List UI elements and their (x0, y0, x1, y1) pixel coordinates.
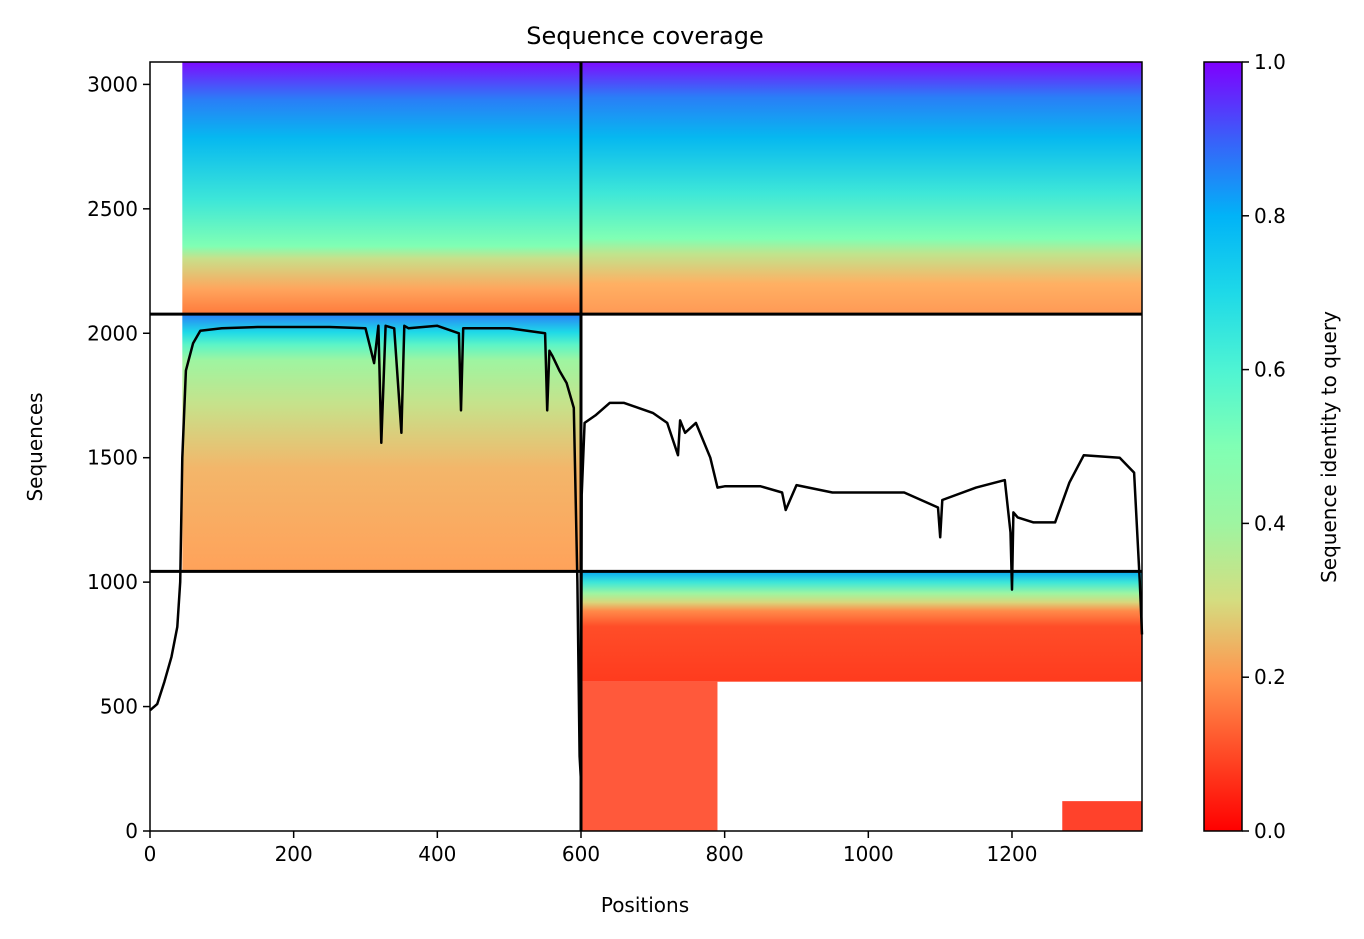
colorbar-tick-label: 0.4 (1254, 511, 1286, 535)
plot-frame (149, 61, 1143, 832)
colorbar-label: Sequence identity to query (1317, 311, 1341, 583)
x-tick-label: 0 (144, 842, 157, 866)
colorbar-gradient (1203, 61, 1243, 832)
x-tick-label: 1000 (843, 842, 894, 866)
heatmap-block-sparse (1062, 801, 1142, 831)
x-tick-label: 200 (275, 842, 313, 866)
heatmap-block (580, 571, 1142, 682)
plot-area (149, 62, 1144, 831)
y-tick-label: 2000 (87, 321, 138, 345)
colorbar-tick-label: 1.0 (1254, 50, 1286, 74)
heatmap-block-sparse (580, 681, 718, 831)
x-tick-label: 1200 (987, 842, 1038, 866)
heatmap-block (580, 62, 1142, 315)
colorbar-tick-label: 0.0 (1254, 819, 1286, 843)
heatmap-block (182, 62, 581, 315)
y-tick-label: 2500 (87, 197, 138, 221)
colorbar-tick-label: 0.8 (1254, 204, 1286, 228)
colorbar: 0.0 0.2 0.4 0.6 0.8 1.0 (1203, 50, 1286, 843)
x-tick-label: 800 (706, 842, 744, 866)
axes: 0 200 400 600 800 1000 1200 0 500 1000 1500 2000 250… (87, 61, 1143, 866)
colorbar-tick-label: 0.2 (1254, 665, 1286, 689)
x-tick-label: 400 (418, 842, 456, 866)
x-tick-label: 600 (562, 842, 600, 866)
y-tick-label: 500 (100, 695, 138, 719)
y-tick-label: 1000 (87, 570, 138, 594)
colorbar-tick-label: 0.6 (1254, 358, 1286, 382)
y-axis-label: Sequences (23, 392, 47, 501)
x-axis-label: Positions (601, 893, 689, 917)
y-tick-label: 0 (125, 819, 138, 843)
chart-title: Sequence coverage (526, 22, 763, 50)
y-tick-label: 1500 (87, 446, 138, 470)
y-tick-label: 3000 (87, 72, 138, 96)
